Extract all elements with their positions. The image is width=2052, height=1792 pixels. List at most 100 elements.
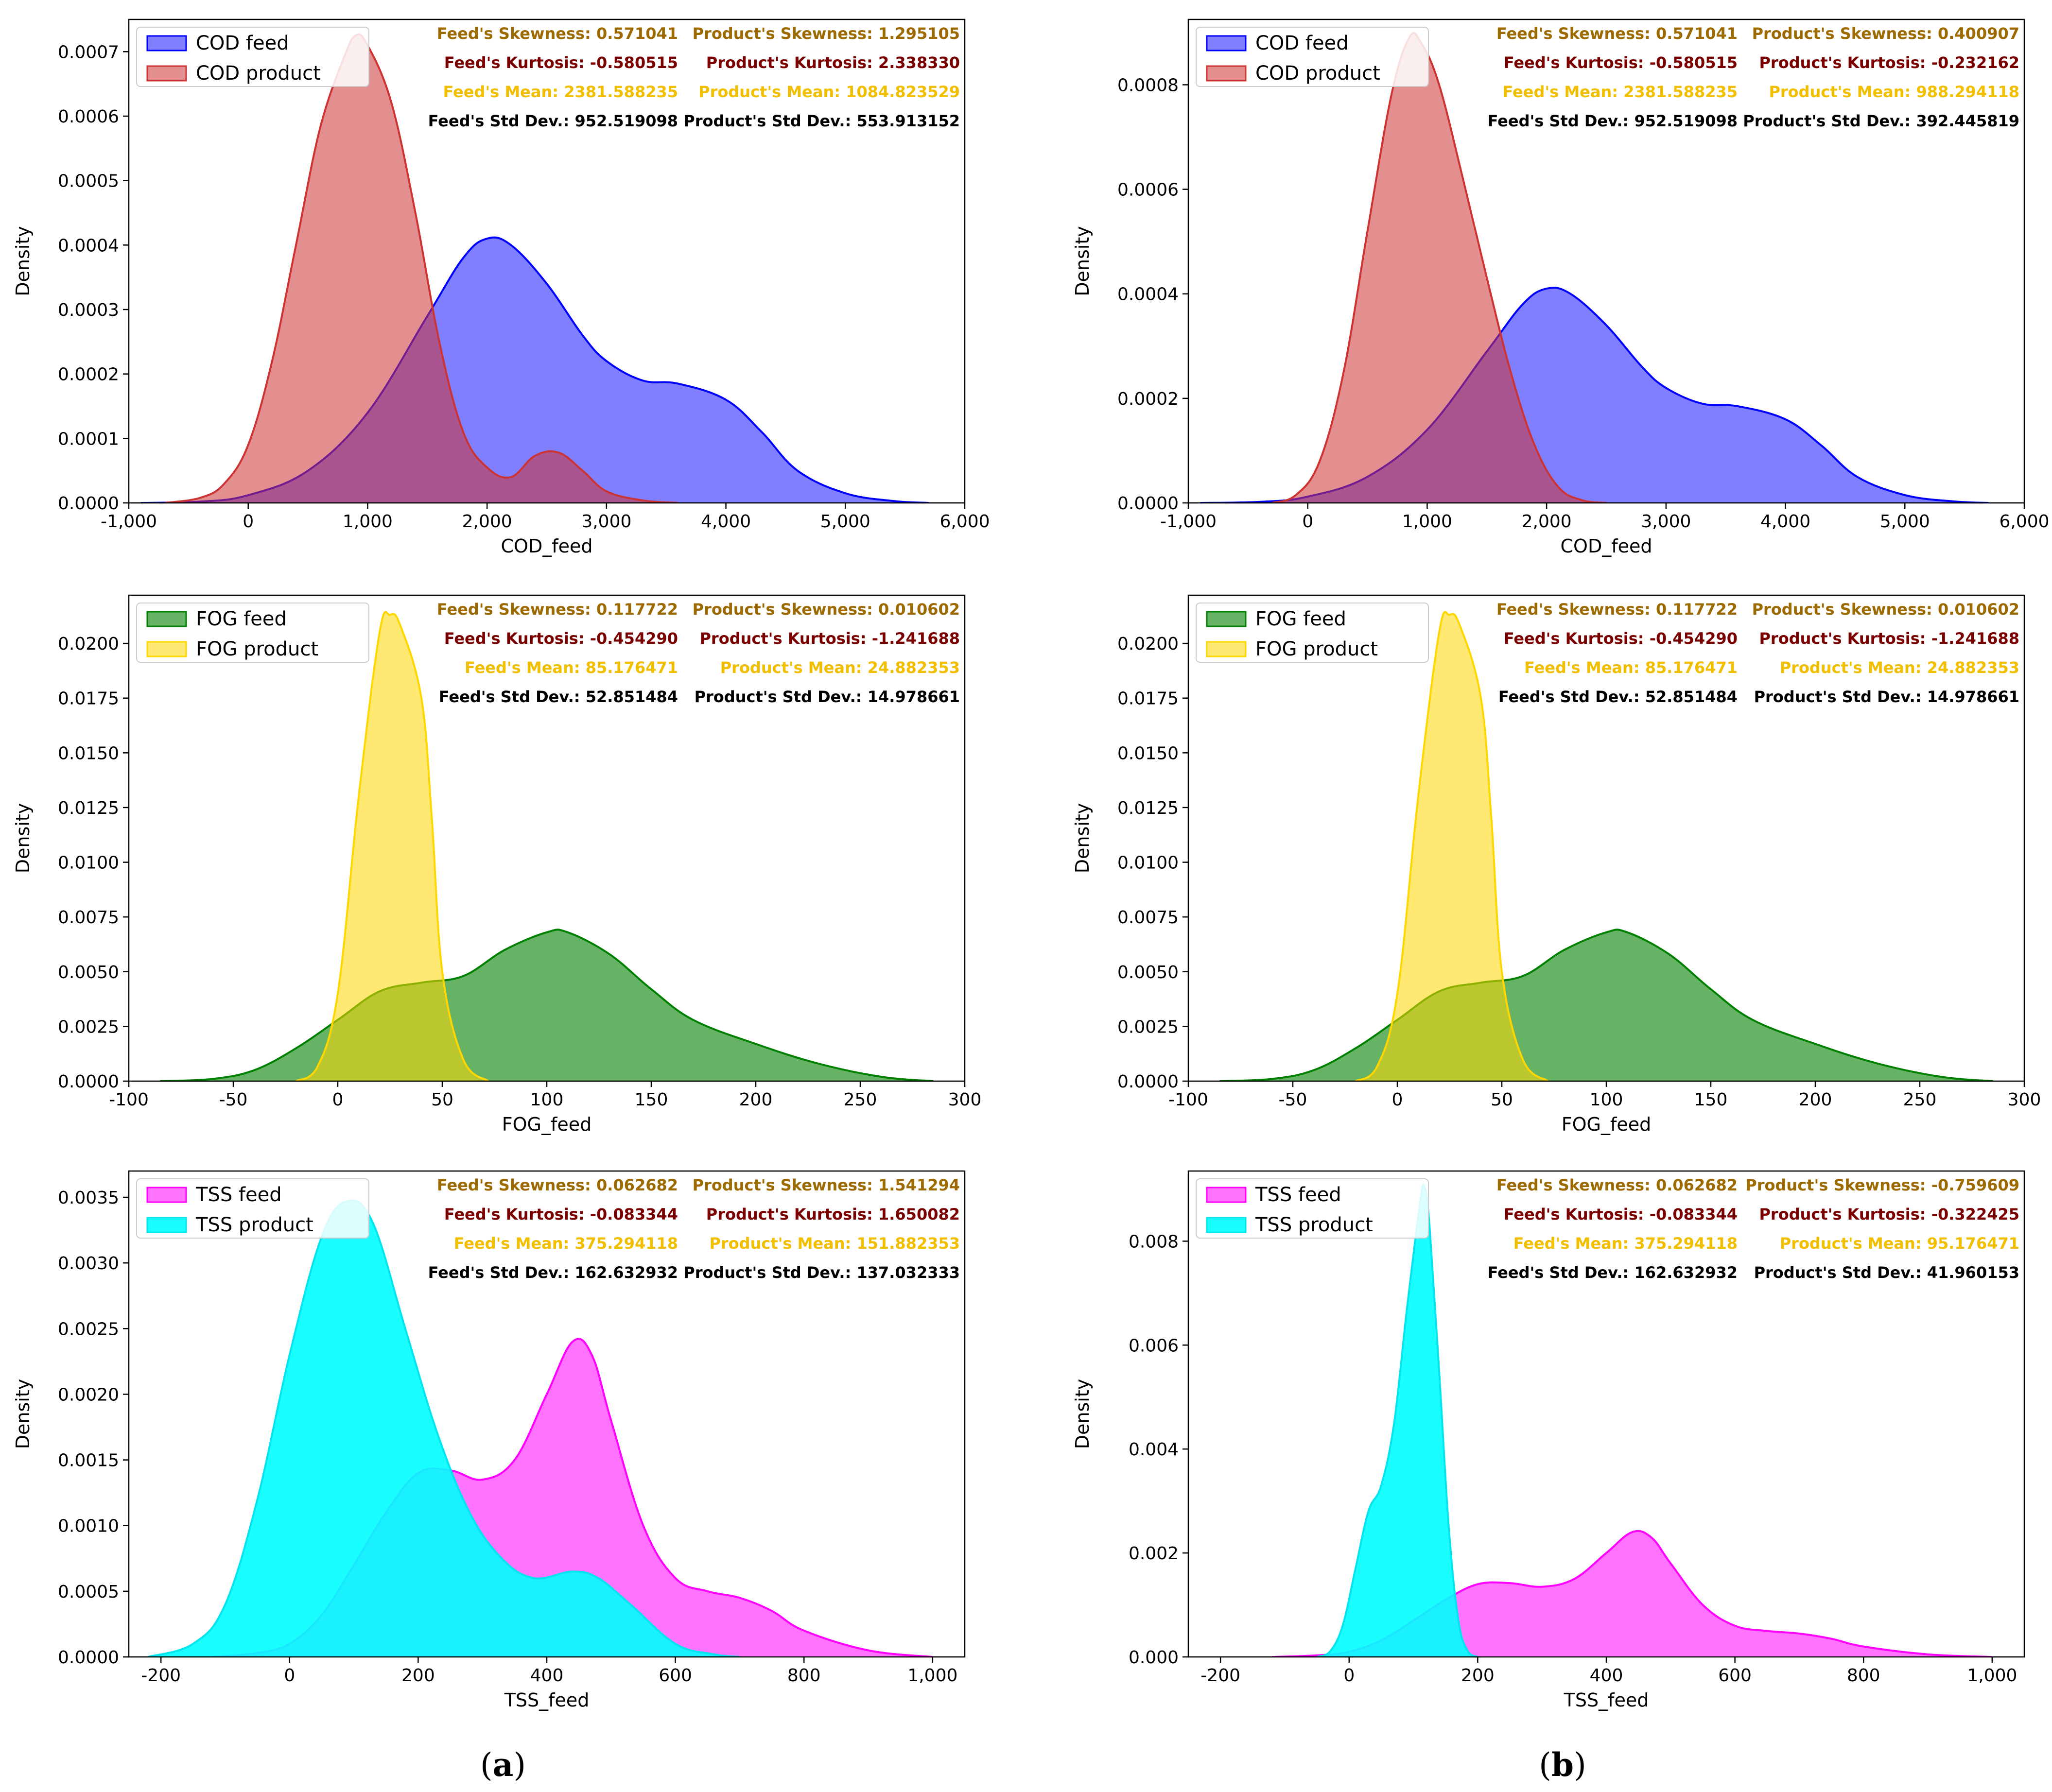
stat-product-mean: Product's Mean: 24.882353 [1780, 658, 2019, 677]
series-line-fog-feed [1219, 929, 1993, 1081]
stat-feed-mean: Feed's Mean: 375.294118 [454, 1234, 678, 1253]
y-tick-label: 0.0008 [1117, 75, 1179, 95]
y-tick-label: 0.008 [1129, 1232, 1179, 1252]
x-tick-label: 4,000 [701, 512, 751, 532]
y-tick-label: 0.004 [1129, 1440, 1179, 1460]
stat-feed-kurtosis: Feed's Kurtosis: -0.580515 [1504, 53, 1738, 72]
stat-feed-skewness: Feed's Skewness: 0.117722 [1496, 600, 1738, 619]
stat-product-kurtosis: Product's Kurtosis: -0.322425 [1759, 1205, 2019, 1223]
x-tick-label: 4,000 [1760, 512, 1810, 532]
legend-swatch-fog-feed [146, 611, 187, 627]
y-tick-label: 0.0125 [58, 798, 119, 818]
x-tick-label: 100 [530, 1090, 564, 1110]
y-tick-label: 0.0125 [1117, 798, 1179, 818]
y-tick-label: 0.0003 [58, 300, 119, 320]
legend-label-cod-product: COD product [1255, 62, 1380, 85]
stat-feed-std: Feed's Std Dev.: 162.632932 [1488, 1263, 1738, 1282]
stat-product-kurtosis: Product's Kurtosis: -1.241688 [1759, 629, 2019, 648]
stat-product-skewness: Product's Skewness: 0.010602 [1752, 600, 2019, 619]
stats-annotations: Feed's Skewness: 0.062682 Product's Skewn… [1488, 1176, 2019, 1282]
x-tick-label: 200 [739, 1090, 773, 1110]
series-area-tss-product [148, 1200, 740, 1657]
x-tick-label: 250 [1903, 1090, 1937, 1110]
chart-tss-a: -200 0 200 400 600 800 1,000 0.0000 0.0005 0.0010… [12, 1170, 966, 1711]
legend-swatch-fog-product [146, 641, 187, 657]
x-tick-label: 250 [844, 1090, 877, 1110]
stat-product-std: Product's Std Dev.: 392.445819 [1743, 112, 2019, 130]
stat-product-std: Product's Std Dev.: 14.978661 [695, 688, 960, 706]
stat-feed-skewness: Feed's Skewness: 0.571041 [1496, 24, 1738, 43]
legend-box [1196, 27, 1429, 87]
y-axis-label: Density [1072, 1379, 1093, 1449]
series-line-fog-feed [160, 929, 934, 1081]
x-tick-label: -50 [1279, 1090, 1307, 1110]
y-tick-label: 0.0175 [58, 689, 119, 709]
series-line-cod-product [164, 33, 678, 503]
stat-product-kurtosis: Product's Kurtosis: -1.241688 [699, 629, 960, 648]
stats-annotations: Feed's Skewness: 0.117722 Product's Skewn… [437, 600, 960, 706]
y-tick-label: 0.000 [1129, 1648, 1179, 1668]
series-line-fog-product [1355, 611, 1548, 1081]
y-tick-label: 0.0000 [58, 1648, 119, 1668]
y-axis-label: Density [1072, 803, 1093, 873]
stat-feed-std: Feed's Std Dev.: 52.851484 [439, 688, 678, 706]
legend-label-fog-feed: FOG feed [1255, 608, 1346, 630]
series-area-cod-feed [1200, 288, 1989, 503]
x-tick-label: 200 [401, 1666, 435, 1686]
stat-feed-std: Feed's Std Dev.: 162.632932 [428, 1263, 678, 1282]
charts-group: -1,000 0 1,000 2,000 3,000 4,000 5,000 6,000 0.0… [12, 18, 2050, 1711]
x-tick-label: 300 [2008, 1090, 2041, 1110]
chart-fog-b: -100 -50 0 50 100 150 200 250 300 0.0000 0.0025 0.0… [1072, 594, 2041, 1135]
x-tick-label: -50 [219, 1090, 248, 1110]
x-tick-label: 0 [243, 512, 254, 532]
legend: FOG feed FOG product [136, 603, 369, 663]
stat-product-std: Product's Std Dev.: 14.978661 [1754, 688, 2019, 706]
x-tick-label: 800 [787, 1666, 821, 1686]
stat-feed-kurtosis: Feed's Kurtosis: -0.083344 [444, 1205, 678, 1223]
series-group [140, 33, 929, 503]
axes-frame [128, 18, 966, 504]
x-axis-label: FOG_feed [502, 1114, 591, 1135]
x-tick-label: -1,000 [1160, 512, 1217, 532]
y-tick-label: 0.0075 [1117, 908, 1179, 928]
legend-box [136, 27, 369, 87]
panel-label-a: (a) [480, 1746, 526, 1784]
stat-feed-kurtosis: Feed's Kurtosis: -0.083344 [1504, 1205, 1738, 1223]
legend-box [1196, 603, 1429, 663]
x-tick-label: 0 [284, 1666, 295, 1686]
legend-label-cod-feed: COD feed [196, 32, 289, 54]
legend-swatch-cod-feed [1206, 35, 1247, 52]
legend: COD feed COD product [136, 27, 369, 87]
chart-cod-b: -1,000 0 1,000 2,000 3,000 4,000 5,000 6,000 0.0… [1072, 18, 2050, 557]
x-tick-label: 1,000 [343, 512, 393, 532]
chart-fog-a: -100 -50 0 50 100 150 200 250 300 0.0000 0.0025 0.0… [12, 594, 981, 1135]
series-line-fog-product [295, 611, 489, 1081]
stat-product-skewness: Product's Skewness: 1.541294 [693, 1176, 960, 1194]
y-tick-label: 0.006 [1129, 1336, 1179, 1356]
y-tick-label: 0.0004 [58, 236, 119, 256]
x-tick-label: 400 [530, 1666, 564, 1686]
x-tick-label: 5,000 [1880, 512, 1930, 532]
stat-feed-mean: Feed's Mean: 2381.588235 [1502, 83, 1738, 101]
x-axis-label: FOG_feed [1562, 1114, 1651, 1135]
chart-cod-a: -1,000 0 1,000 2,000 3,000 4,000 5,000 6,000 0.0… [12, 18, 990, 557]
x-axis-label: COD_feed [501, 535, 593, 557]
stat-product-mean: Product's Mean: 988.294118 [1769, 83, 2019, 101]
x-tick-label: 150 [635, 1090, 668, 1110]
series-group [148, 1199, 933, 1657]
axes-frame [1187, 18, 2025, 504]
y-tick-label: 0.0100 [1117, 853, 1179, 873]
y-tick-label: 0.0050 [1117, 963, 1179, 982]
x-tick-label: -1,000 [101, 512, 157, 532]
legend: TSS feed TSS product [136, 1178, 369, 1239]
stat-product-skewness: Product's Skewness: -0.759609 [1745, 1176, 2019, 1194]
y-tick-label: 0.0025 [58, 1017, 119, 1037]
stat-product-kurtosis: Product's Kurtosis: 1.650082 [706, 1205, 960, 1223]
x-tick-label: -100 [1168, 1090, 1208, 1110]
x-axis-label: TSS_feed [504, 1689, 590, 1711]
legend-box [136, 1178, 369, 1239]
y-tick-label: 0.002 [1129, 1544, 1179, 1564]
legend-swatch-tss-product [1206, 1217, 1247, 1233]
legend-label-cod-feed: COD feed [1255, 32, 1349, 54]
x-tick-label: 400 [1590, 1666, 1623, 1686]
